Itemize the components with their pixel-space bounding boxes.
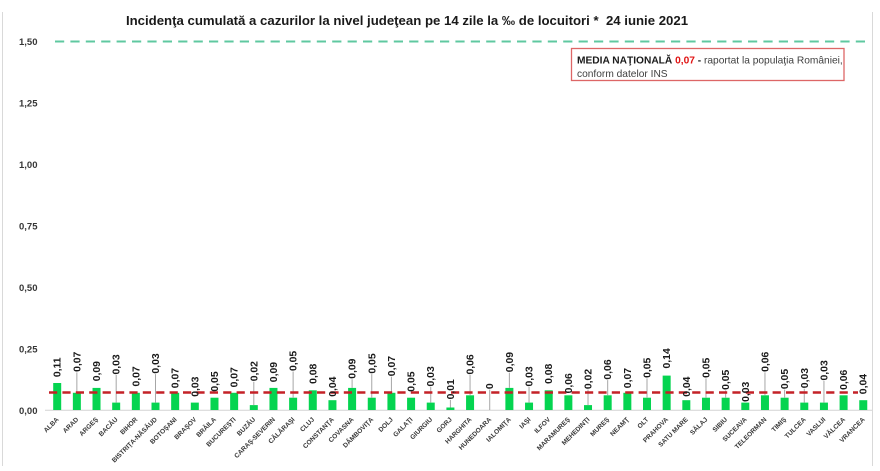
svg-text:1,00: 1,00: [19, 160, 38, 171]
svg-text:0,07: 0,07: [387, 356, 398, 376]
svg-text:0,05: 0,05: [210, 371, 221, 391]
svg-text:0,06: 0,06: [603, 359, 614, 379]
svg-text:0,03: 0,03: [525, 366, 536, 386]
svg-text:0,06: 0,06: [466, 354, 477, 374]
svg-text:MEDIA NAŢIONALĂ 0,07 - raporta: MEDIA NAŢIONALĂ 0,07 - raportat la popul…: [577, 54, 843, 67]
svg-text:0,14: 0,14: [662, 348, 673, 368]
svg-text:0,50: 0,50: [19, 283, 38, 294]
svg-text:0,05: 0,05: [721, 369, 732, 389]
svg-text:0,04: 0,04: [328, 376, 339, 396]
svg-text:0,03: 0,03: [800, 368, 811, 388]
svg-text:0,05: 0,05: [407, 371, 418, 391]
svg-text:0,00: 0,00: [19, 406, 38, 417]
svg-text:0,07: 0,07: [171, 368, 182, 388]
svg-text:0,03: 0,03: [741, 381, 752, 401]
svg-text:0: 0: [485, 383, 496, 389]
svg-text:1,25: 1,25: [19, 99, 38, 110]
svg-text:0,03: 0,03: [190, 376, 201, 396]
svg-text:0,04: 0,04: [682, 376, 693, 396]
svg-text:0,09: 0,09: [92, 361, 103, 381]
svg-text:0,04: 0,04: [859, 374, 870, 394]
svg-text:0,09: 0,09: [348, 358, 359, 378]
svg-text:0,03: 0,03: [151, 353, 162, 373]
svg-text:0,09: 0,09: [505, 352, 516, 372]
svg-text:0,05: 0,05: [780, 369, 791, 389]
svg-text:0,07: 0,07: [72, 351, 83, 371]
svg-text:0,07: 0,07: [230, 367, 241, 387]
svg-text:0,05: 0,05: [701, 357, 712, 377]
svg-text:0,08: 0,08: [544, 363, 555, 383]
svg-text:0,06: 0,06: [564, 373, 575, 393]
svg-text:0,01: 0,01: [446, 379, 457, 399]
svg-text:1,50: 1,50: [19, 37, 38, 48]
svg-text:0,09: 0,09: [269, 362, 280, 382]
svg-text:0,25: 0,25: [19, 344, 38, 355]
svg-text:0,05: 0,05: [643, 357, 654, 377]
svg-text:0,06: 0,06: [839, 369, 850, 389]
svg-text:0,11: 0,11: [53, 357, 64, 377]
svg-text:0,07: 0,07: [623, 368, 634, 388]
svg-text:0,03: 0,03: [112, 354, 123, 374]
svg-text:0,05: 0,05: [367, 353, 378, 373]
svg-text:0,03: 0,03: [426, 366, 437, 386]
svg-text:conform datelor INS: conform datelor INS: [577, 69, 668, 80]
svg-text:0,07: 0,07: [131, 366, 142, 386]
svg-text:0,05: 0,05: [289, 351, 300, 371]
svg-text:0,02: 0,02: [249, 361, 260, 381]
svg-text:0,06: 0,06: [760, 351, 771, 371]
svg-text:0,75: 0,75: [19, 221, 38, 232]
svg-text:0,08: 0,08: [308, 363, 319, 383]
svg-text:0,02: 0,02: [584, 369, 595, 389]
svg-text:0,03: 0,03: [819, 360, 830, 380]
svg-text:Incidenţa cumulată a cazurilor: Incidenţa cumulată a cazurilor la nivel …: [126, 13, 688, 28]
